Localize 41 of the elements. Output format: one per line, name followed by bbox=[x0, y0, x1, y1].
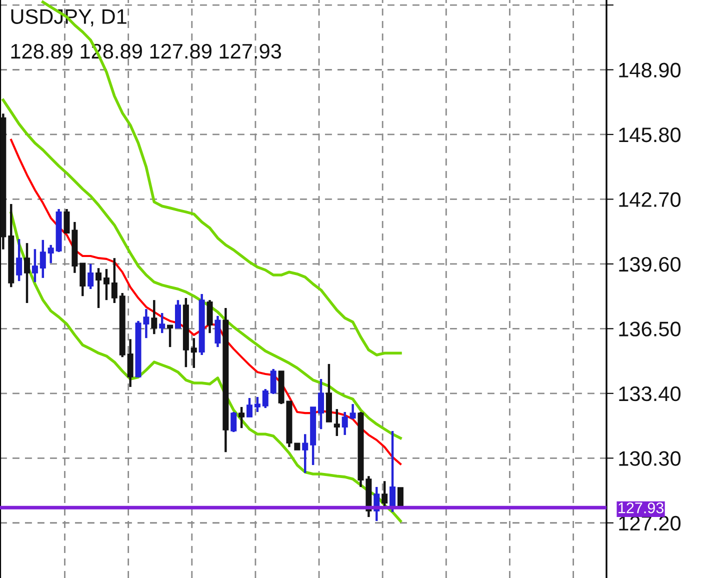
y-tick-label: 148.90 bbox=[619, 62, 681, 78]
candlestick bbox=[151, 298, 158, 336]
candlestick bbox=[190, 336, 197, 370]
candlestick bbox=[174, 298, 181, 330]
candlestick bbox=[167, 324, 174, 348]
candlestick bbox=[16, 238, 22, 282]
candlestick bbox=[350, 402, 356, 420]
candlestick bbox=[206, 298, 213, 334]
candlestick bbox=[302, 433, 308, 474]
candlestick bbox=[111, 256, 118, 304]
candlestick bbox=[214, 314, 221, 348]
y-tick-label: 142.70 bbox=[619, 192, 681, 207]
candlestick bbox=[246, 396, 253, 418]
ref-line-label: 127.93 bbox=[618, 502, 664, 514]
candlestick bbox=[238, 406, 245, 430]
candlestick bbox=[24, 242, 30, 304]
candlestick bbox=[230, 410, 237, 434]
candlestick bbox=[254, 396, 260, 414]
line-series bbox=[10, 138, 402, 466]
candlestick bbox=[342, 410, 348, 436]
candlestick bbox=[270, 368, 276, 396]
candlestick bbox=[80, 262, 86, 298]
y-tick-label: 133.40 bbox=[619, 386, 681, 402]
candlestick bbox=[40, 238, 46, 280]
candlestick bbox=[318, 378, 324, 430]
candlestick bbox=[382, 480, 388, 508]
candlestick bbox=[334, 408, 340, 438]
candlestick bbox=[64, 208, 70, 234]
candlestick bbox=[88, 262, 94, 290]
candlestick bbox=[127, 338, 134, 388]
candlestick bbox=[32, 248, 38, 284]
candlestick bbox=[96, 267, 102, 310]
candlestick bbox=[103, 268, 110, 302]
y-tick-label: 139.60 bbox=[619, 256, 681, 272]
candlestick bbox=[159, 312, 166, 334]
line-series bbox=[2, 98, 402, 440]
y-tick-label: 145.80 bbox=[619, 127, 681, 142]
y-tick-label: 136.50 bbox=[619, 322, 681, 336]
y-tick-label: 130.30 bbox=[619, 451, 681, 466]
candlestick bbox=[48, 244, 54, 264]
candlestick bbox=[262, 388, 268, 410]
